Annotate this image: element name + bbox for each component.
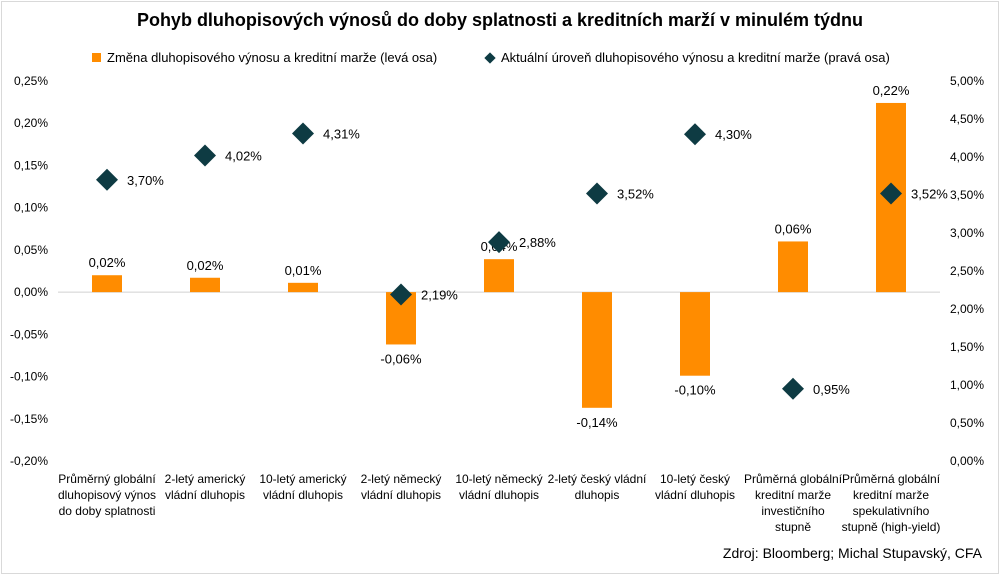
bar (288, 282, 318, 293)
diamond-marker (390, 283, 412, 306)
diamond-value-label: 4,31% (323, 126, 360, 141)
diamond-value-label: 4,02% (225, 148, 262, 163)
y-left-tick-label: -0,05% (10, 327, 48, 341)
diamond-marker (96, 168, 118, 191)
legend-item-bars: Změna dluhopisového výnosu a kreditní ma… (92, 50, 437, 65)
bar-value-label: 0,06% (775, 221, 812, 236)
bar (190, 277, 220, 293)
bar (778, 241, 808, 293)
diamond-marker (488, 231, 510, 254)
bar-value-label: -0,14% (576, 415, 618, 430)
diamond-value-label: 3,70% (127, 173, 164, 188)
x-category-label: stupně (high-yield) (842, 520, 941, 534)
bar-value-label: 0,22% (873, 83, 910, 98)
x-category-label: Průměrná globální (744, 472, 843, 486)
y-left-tick-label: 0,05% (14, 243, 48, 257)
diamond-marker (586, 182, 608, 205)
x-category-label: vládní dluhopis (263, 488, 343, 502)
legend-item-diamonds: Aktuální úroveň dluhopisového výnosu a k… (484, 50, 890, 65)
diamond-value-label: 0,95% (813, 382, 850, 397)
x-category-label: kreditní marže (853, 488, 929, 502)
x-category-label: vládní dluhopis (361, 488, 441, 502)
source-note: Zdroj: Bloomberg; Michal Stupavský, CFA (722, 545, 982, 561)
bar-value-label: 0,01% (285, 263, 322, 278)
x-category-label: vládní dluhopis (459, 488, 539, 502)
legend-bar-label: Změna dluhopisového výnosu a kreditní ma… (107, 50, 438, 65)
x-category-label: kreditní marže (755, 488, 831, 502)
y-right-tick-label: 1,50% (950, 340, 984, 354)
y-right-tick-label: 5,00% (950, 74, 984, 88)
y-right-tick-label: 0,00% (950, 454, 984, 468)
y-right-tick-label: 4,50% (950, 112, 984, 126)
y-left-tick-label: -0,15% (10, 412, 48, 426)
y-right-tick-label: 3,00% (950, 226, 984, 240)
y-left-tick-label: -0,20% (10, 454, 48, 468)
y-right-tick-label: 1,00% (950, 378, 984, 392)
y-left-tick-label: 0,25% (14, 74, 48, 88)
x-category-label: 2-letý americký (165, 472, 246, 486)
diamond-marker (292, 122, 314, 145)
bar (92, 275, 122, 293)
diamond-marker (880, 182, 902, 205)
y-right-tick-label: 0,50% (950, 416, 984, 430)
x-category-label: 10-letý český (660, 472, 730, 486)
x-category-label: 10-letý americký (259, 472, 346, 486)
y-left-tick-label: 0,20% (14, 116, 48, 130)
bar-value-label: -0,10% (674, 383, 716, 398)
diamond-marker (194, 144, 216, 167)
legend-bar-swatch (92, 53, 101, 62)
y-left-tick-label: 0,10% (14, 201, 48, 215)
diamond-value-label: 3,52% (911, 186, 948, 201)
y-right-tick-label: 4,00% (950, 150, 984, 164)
x-category-label: 2-letý český vládní (548, 472, 647, 486)
x-category-label: dluhopis (575, 488, 620, 502)
y-right-tick-label: 2,50% (950, 264, 984, 278)
x-category-label: 2-letý německý (361, 472, 442, 486)
legend-diamond-label: Aktuální úroveň dluhopisového výnosu a k… (501, 50, 890, 65)
bar (680, 292, 710, 376)
bar (582, 292, 612, 408)
y-left-tick-label: 0,00% (14, 285, 48, 299)
x-category-label: Průměrná globální (842, 472, 941, 486)
x-category-label: stupně (775, 520, 811, 534)
y-left-tick-label: 0,15% (14, 158, 48, 172)
bar-value-label: 0,02% (187, 258, 224, 273)
x-category-label: investičního (761, 504, 825, 518)
x-category-label: 10-letý německý (455, 472, 542, 486)
x-category-label: spekulativního (853, 504, 930, 518)
chart-legend: Změna dluhopisového výnosu a kreditní ma… (0, 50, 1000, 68)
diamond-value-label: 2,19% (421, 288, 458, 303)
x-category-label: dluhopisový výnos (58, 488, 156, 502)
diamond-value-label: 2,88% (519, 235, 556, 250)
x-category-label: do doby splatnosti (59, 504, 156, 518)
chart-title: Pohyb dluhopisových výnosů do doby splat… (136, 10, 864, 30)
diamond-marker (782, 377, 804, 400)
diamond-marker (684, 123, 706, 146)
diamond-value-label: 3,52% (617, 186, 654, 201)
diamond-value-label: 4,30% (715, 127, 752, 142)
x-category-label: vládní dluhopis (165, 488, 245, 502)
bar (484, 259, 514, 293)
x-category-label: Průměrný globální (58, 472, 156, 486)
y-left-tick-label: -0,10% (10, 370, 48, 384)
y-right-tick-label: 3,50% (950, 188, 984, 202)
y-right-tick-label: 2,00% (950, 302, 984, 316)
x-category-label: vládní dluhopis (655, 488, 735, 502)
bar-value-label: 0,02% (89, 255, 126, 270)
bar-value-label: -0,06% (380, 351, 422, 366)
